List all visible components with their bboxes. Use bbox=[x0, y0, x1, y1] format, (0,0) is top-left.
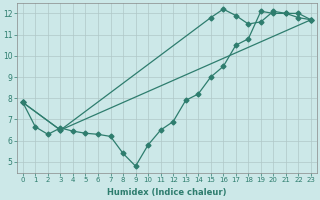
X-axis label: Humidex (Indice chaleur): Humidex (Indice chaleur) bbox=[107, 188, 227, 197]
